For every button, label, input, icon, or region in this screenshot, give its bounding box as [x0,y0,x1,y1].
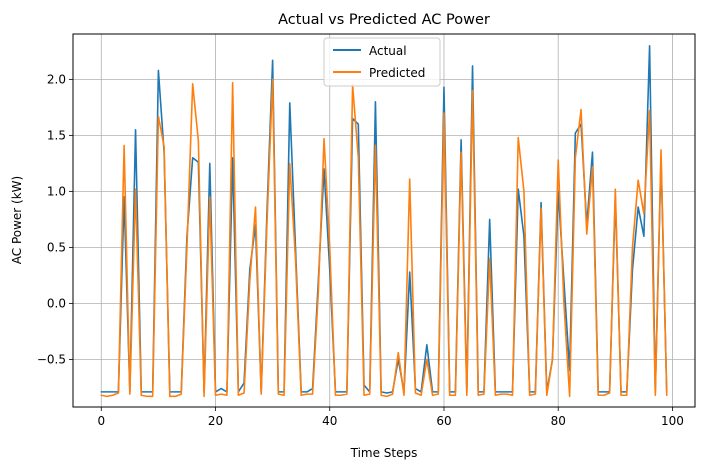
y-axis-label: AC Power (kW) [10,176,24,264]
grid-lines [73,34,695,407]
series-line-predicted [100,78,668,398]
legend: Actual Predicted [323,37,441,87]
x-tick-label: 20 [208,414,223,428]
x-axis-ticks: 0 20 40 60 80 100 [97,407,684,428]
y-tick-label: −0.5 [37,352,66,366]
x-tick-label: 80 [551,414,566,428]
y-tick-label: 0.5 [47,240,66,254]
x-tick-label: 40 [322,414,337,428]
plot-series [100,44,668,398]
y-tick-label: 0.0 [47,296,66,310]
x-tick-label: 60 [436,414,451,428]
y-tick-label: 1.5 [47,128,66,142]
y-tick-label: 1.0 [47,184,66,198]
y-axis-ticks: −0.5 0.0 0.5 1.0 1.5 2.0 [37,72,73,366]
x-tick-label: 0 [97,414,105,428]
x-tick-label: 100 [661,414,684,428]
legend-label-actual: Actual [369,44,407,58]
legend-label-predicted: Predicted [369,66,425,80]
plot-frame [72,33,696,408]
y-tick-label: 2.0 [47,72,66,86]
x-axis-label: Time Steps [350,446,418,460]
chart-title: Actual vs Predicted AC Power [278,12,490,28]
